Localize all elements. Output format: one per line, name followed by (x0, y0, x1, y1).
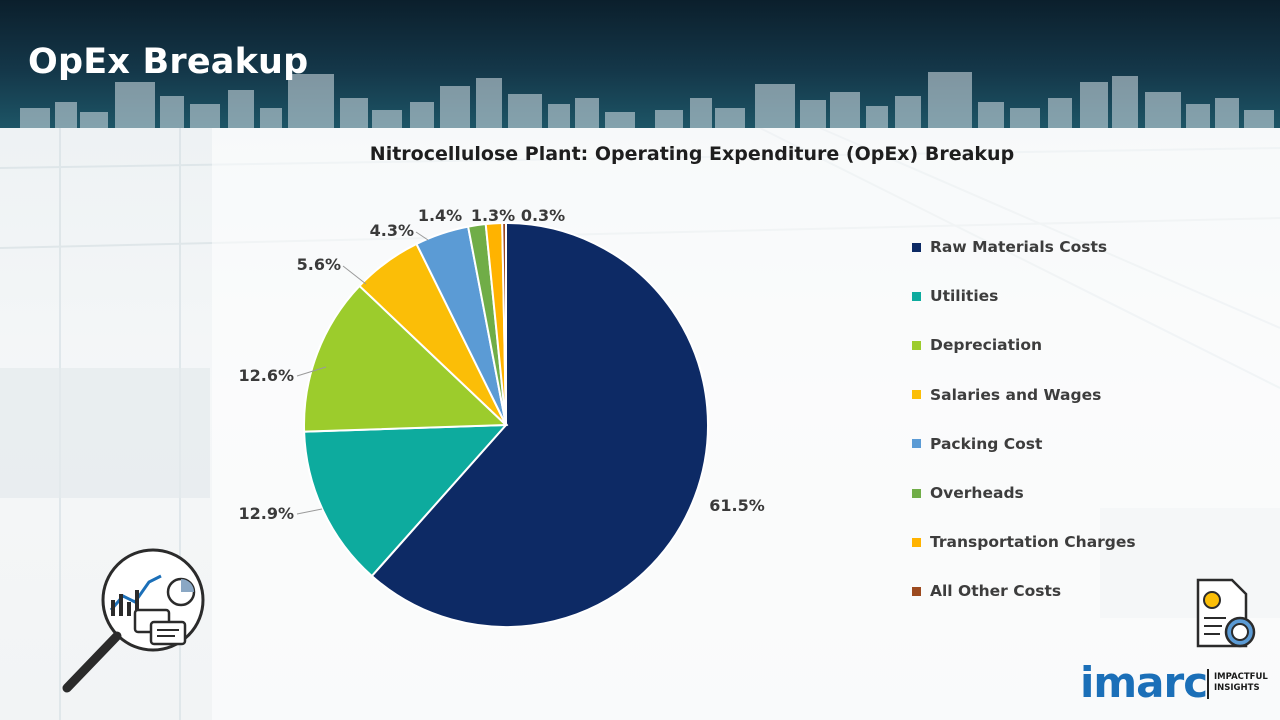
leader-line (296, 508, 323, 515)
logo-tagline-line1: IMPACTFUL (1214, 672, 1268, 682)
slice-value-label: 1.3% (471, 206, 515, 225)
logo-tagline: IMPACTFUL INSIGHTS (1214, 672, 1274, 694)
cost-document-icon (1196, 578, 1256, 648)
legend-label: Overheads (930, 484, 1024, 502)
pie-slice-raw-materials-costs (370, 221, 709, 628)
magnifier-analytics-icon (62, 548, 205, 693)
slice-value-label: 1.4% (418, 206, 462, 225)
slice-value-label: 4.3% (370, 221, 414, 240)
pie-slice-utilities (303, 423, 509, 578)
legend-swatch (912, 488, 921, 498)
logo-tagline-line2: INSIGHTS (1214, 683, 1260, 693)
chart-title: Nitrocellulose Plant: Operating Expendit… (369, 143, 1015, 165)
pie-slice-depreciation (303, 284, 509, 433)
legend-swatch (912, 537, 921, 547)
legend-label: Transportation Charges (930, 533, 1136, 552)
header-banner: OpEx Breakup (0, 0, 1280, 128)
legend-item: Packing Cost (912, 433, 1042, 455)
leader-line (415, 231, 429, 241)
leader-line (342, 265, 367, 285)
legend-item: Overheads (912, 482, 1024, 504)
legend-swatch (912, 439, 921, 449)
legend-swatch (912, 242, 921, 252)
legend-swatch (912, 291, 921, 301)
legend-label: Depreciation (930, 336, 1042, 355)
logo-wordmark: imarc (1080, 658, 1208, 707)
legend-item: Depreciation (912, 334, 1042, 356)
legend-label: Raw Materials Costs (930, 238, 1108, 256)
legend-label: Utilities (930, 287, 999, 306)
slice-value-label: 12.6% (238, 366, 294, 385)
legend-label: Salaries and Wages (930, 385, 1102, 404)
imarc-logo: imarc IMPACTFUL INSIGHTS (1080, 655, 1270, 711)
slice-value-label: 5.6% (297, 255, 341, 274)
legend-swatch (912, 390, 921, 400)
city-skyline-graphic (20, 72, 1274, 128)
slice-value-label: 61.5% (709, 496, 765, 515)
page-title: OpEx Breakup (28, 42, 309, 82)
legend-item: Salaries and Wages (912, 384, 1101, 406)
legend-item: Utilities (912, 285, 998, 307)
slice-value-label: 12.9% (238, 504, 294, 523)
legend-swatch (912, 340, 921, 350)
legend-label: All Other Costs (930, 582, 1062, 601)
slice-value-label: 0.3% (521, 206, 565, 225)
legend-item: Raw Materials Costs (912, 236, 1107, 258)
legend-swatch (912, 586, 921, 596)
leader-line (296, 366, 327, 377)
legend-item: Transportation Charges (912, 531, 1136, 553)
legend-label: Packing Cost (930, 434, 1043, 453)
logo-divider (1207, 669, 1209, 699)
pie-slice-all-other-costs (501, 221, 507, 426)
legend-item: All Other Costs (912, 580, 1061, 602)
